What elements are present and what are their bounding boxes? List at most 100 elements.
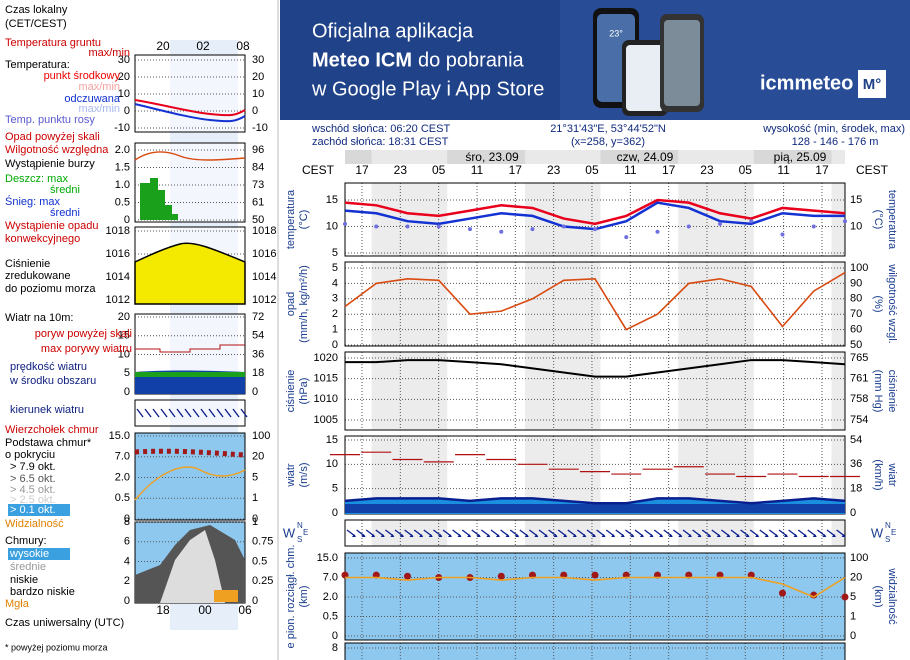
tick-label: 90 [850,277,862,289]
legend-label: Czas lokalny [5,4,68,16]
wind-arrow-head [505,534,510,537]
tick-label: 96 [252,144,264,156]
time-zone: CEST [856,163,889,177]
axis-unit: (°C) [298,210,310,230]
cloud-base [591,571,599,579]
tick-label: 1020 [314,352,338,364]
tick-label: 100 [252,430,270,442]
wind-arrow-head [841,534,846,537]
wind-arrow-head [793,534,798,537]
mini-arrow [240,408,248,418]
hour-label: 23 [700,163,714,177]
tick-label: 15 [850,194,862,206]
tick-label: 0 [850,507,856,519]
night-band [371,150,448,164]
dew-point [593,227,597,232]
tick-label: 4 [124,555,130,567]
tick-label: 30 [118,54,130,66]
legend-label: Temp. punktu rosy [5,114,95,126]
wind-arrow-head [611,534,616,537]
night-band [371,183,448,256]
tick-label: 50 [850,339,862,351]
wind-arrow-head [457,534,462,537]
hour-label: 05 [739,163,753,177]
legend-label: Opad powyżej skali [5,131,100,143]
wind-arrow-head [361,534,366,537]
legend-label: o pokryciu [5,449,55,461]
legend-label: kierunek wiatru [10,404,84,416]
tick-label: 0.75 [252,536,273,548]
legend-label: zredukowane [5,270,70,282]
dew-point [436,224,441,229]
axis-label: ciśnienie [285,370,297,413]
local-hour: 02 [196,39,210,53]
legend-label: > 6.5 okt. [10,473,56,485]
night-band [678,262,754,346]
legend-label: Śnieg: max [5,195,61,208]
wind-arrow-head [467,534,472,537]
tick-label: 20 [118,311,130,323]
wind-arrow-head [755,534,760,537]
tick-label: 1018 [252,225,276,237]
legend-label: średni [50,207,80,219]
tick-label: 0 [124,105,130,117]
height: 128 - 146 - 176 m [792,136,879,148]
wind-arrow-head [563,534,568,537]
wind-arrow-head [352,534,356,537]
wind-arrow-head [476,534,481,537]
tick-label: 0 [124,595,130,607]
label-highlight [8,504,70,516]
night-band [525,352,601,430]
tick-label: 30 [252,54,264,66]
wind-arrow-head [515,534,520,537]
logo: icmmeteo [760,72,853,94]
phone-temp: 23° [609,28,623,38]
mini-temp [134,99,246,117]
tick-label: 1.0 [115,179,130,191]
axis-unit: (mm Hg) [872,370,884,413]
axis-label: e pion. rozciągł. chm. [285,545,297,649]
dew-point [749,219,754,224]
legend-label: Wystąpienie opadu [5,220,98,232]
hour-label: 17 [355,163,369,177]
legend-label: Wystąpienie burzy [5,158,95,170]
tick-label: 36 [252,348,264,360]
night-band [831,352,845,430]
wind-arrow-head [784,534,788,537]
sunrise: wschód słońca: 06:20 CEST [311,123,450,135]
axis-unit: (°C) [872,210,884,230]
mini-cloud-top [134,448,246,458]
night-band [831,150,845,164]
legend-label: Temperatura gruntu [5,37,101,49]
wind-arrow-head [582,534,587,537]
wind-arrow-head [428,534,433,537]
pressure-line [345,359,846,378]
panel-frame [344,519,846,547]
tick-label: 5 [332,247,338,259]
axis-label: wiatr [285,463,297,488]
wind-arrow-head [390,534,395,537]
mini-rain [140,178,178,220]
tick-label: 10 [118,88,130,100]
mini-pressure [134,242,246,305]
wind-arrow-head [832,534,836,537]
phone-screen [664,20,700,106]
tick-label: 20 [252,451,264,463]
tick-label: 15 [326,194,338,206]
legend-label: (CET/CEST) [5,18,67,30]
mini-arrow [152,408,160,418]
tick-label: 0.25 [252,575,273,587]
tick-label: 0 [124,214,130,226]
badge-box [858,70,886,98]
compass: S [885,535,890,544]
wind-arrow-head [448,534,452,537]
tick-label: 2 [124,575,130,587]
hour-label: 17 [662,163,676,177]
legend-label: Podstawa chmur* [5,437,92,449]
axis-unit: (m/s) [298,462,310,487]
tick-label: 18 [850,483,862,495]
legend-label: wysokie [9,548,49,560]
banner-line: do pobrania [418,49,525,71]
compass: S [297,535,302,544]
legend-label: max/min [78,103,120,115]
